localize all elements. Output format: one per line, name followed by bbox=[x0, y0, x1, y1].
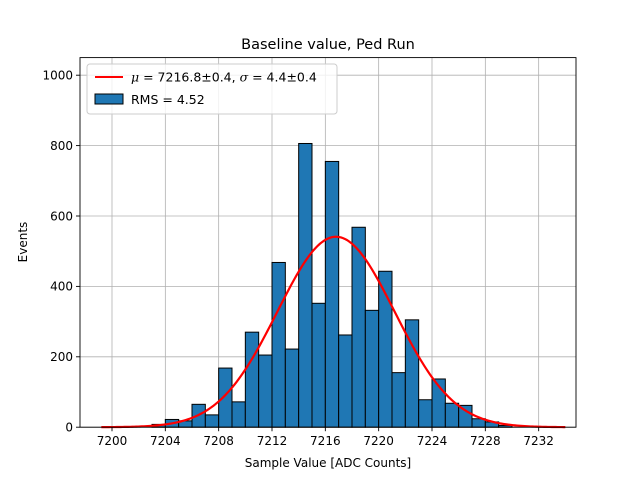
fit-curve bbox=[101, 235, 566, 429]
histogram-bar bbox=[418, 399, 433, 428]
y-tick-label: 200 bbox=[50, 350, 73, 364]
histogram-bar bbox=[258, 354, 273, 428]
legend-fit-sigma-symbol: σ bbox=[240, 70, 249, 85]
histogram-bar bbox=[324, 160, 340, 428]
legend-fit-sigma-value: = 4.4±0.4 bbox=[248, 70, 317, 85]
histogram-bar bbox=[244, 331, 260, 428]
legend-fit-label: μ = 7216.8±0.4, σ = 4.4±0.4 bbox=[131, 70, 317, 85]
legend: μ = 7216.8±0.4, σ = 4.4±0.4 RMS = 4.52 bbox=[86, 63, 338, 115]
chart-title: Baseline value, Ped Run bbox=[241, 37, 415, 53]
x-tick-label: 7212 bbox=[257, 434, 288, 448]
histogram-bar bbox=[284, 348, 300, 428]
legend-box bbox=[86, 63, 338, 115]
axis-ticks: 7200 7204 7208 7212 7216 7220 7224 7228 7232 0 200… bbox=[42, 69, 553, 449]
x-axis-label: Sample Value [ADC Counts] bbox=[245, 456, 411, 470]
x-tick-label: 7216 bbox=[310, 434, 341, 448]
x-tick-label: 7232 bbox=[523, 434, 554, 448]
legend-fit-mu-value: = 7216.8±0.4, bbox=[139, 70, 239, 85]
histogram-bar bbox=[218, 367, 233, 428]
y-tick-label: 1000 bbox=[42, 69, 73, 83]
histogram-bar bbox=[444, 402, 460, 428]
histogram-bar bbox=[458, 404, 473, 428]
histogram-bar bbox=[338, 334, 353, 428]
gaussian-fit bbox=[101, 235, 566, 429]
legend-fit-mu-symbol: μ bbox=[131, 70, 139, 85]
histogram-bar bbox=[271, 261, 286, 428]
histogram-bar bbox=[204, 414, 220, 428]
x-tick-label: 7224 bbox=[417, 434, 448, 448]
x-tick-label: 7228 bbox=[470, 434, 501, 448]
histogram-bar bbox=[364, 309, 380, 428]
y-tick-label: 0 bbox=[65, 421, 73, 435]
y-axis-label: Events bbox=[16, 222, 30, 263]
x-tick-label: 7220 bbox=[363, 434, 394, 448]
histogram-bar bbox=[391, 372, 406, 428]
y-tick-label: 600 bbox=[50, 209, 73, 223]
y-tick-label: 800 bbox=[50, 139, 73, 153]
x-tick-label: 7204 bbox=[150, 434, 181, 448]
y-tick-label: 400 bbox=[50, 280, 73, 294]
histogram-bar bbox=[298, 142, 313, 428]
x-tick-label: 7200 bbox=[97, 434, 128, 448]
plot-frame bbox=[79, 57, 577, 428]
histogram-bar bbox=[311, 302, 326, 428]
histogram-bar bbox=[231, 401, 246, 428]
legend-histogram-swatch bbox=[94, 93, 124, 105]
legend-histogram-label: RMS = 4.52 bbox=[131, 92, 205, 107]
x-tick-label: 7208 bbox=[203, 434, 234, 448]
